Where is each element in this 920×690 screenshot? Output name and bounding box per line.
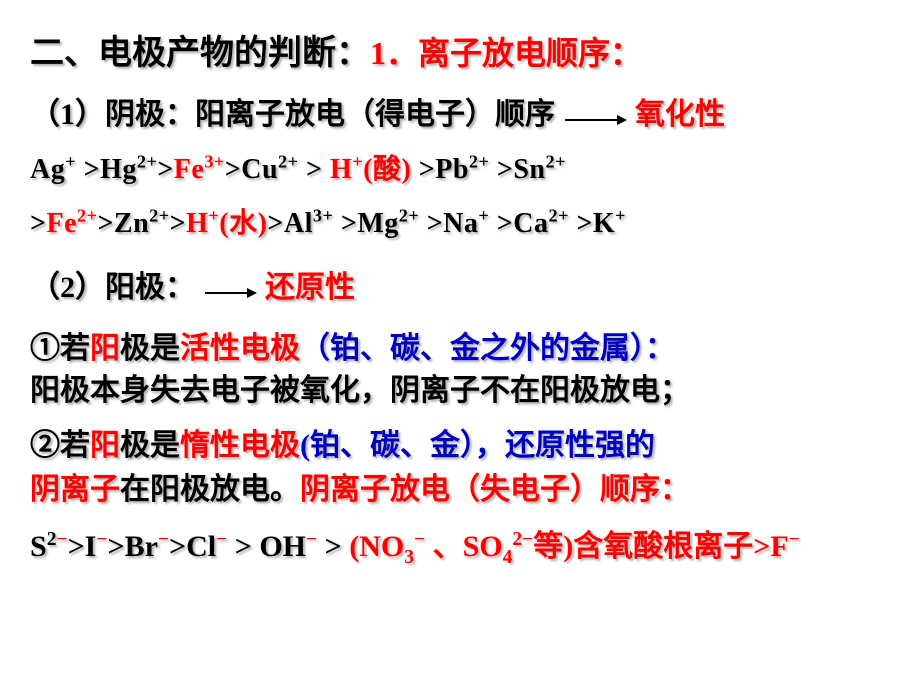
t: 阳 — [90, 332, 120, 365]
sup: 2+ — [469, 152, 489, 172]
s: 2 — [47, 529, 57, 550]
sup: 2+ — [77, 206, 97, 226]
t: 阳极本身失去电子被氧化，阴离子不在阳极放电； — [30, 374, 690, 407]
t: > — [170, 208, 186, 239]
anode-label: （2）阳极： — [30, 271, 195, 304]
anode-property: 还原性 — [265, 271, 355, 304]
sup: 3+ — [313, 206, 333, 226]
c: − — [216, 529, 227, 550]
sup: 2+ — [399, 206, 419, 226]
cathode-header: （1）阴极：阳离子放电（得电子）顺序 氧化性 — [30, 92, 890, 137]
water: (水) — [219, 208, 267, 239]
cathode-property: 氧化性 — [635, 98, 725, 131]
sub: 3 — [404, 547, 414, 568]
arrow-icon — [205, 292, 255, 294]
sup: + — [65, 152, 76, 172]
anode-rule-2: ②若阳极是惰性电极(铂、碳、金），还原性强的 阴离子在阳极放电。阴离子放电（失电… — [30, 424, 890, 511]
sup: 2+ — [548, 206, 568, 226]
sup: 3+ — [204, 152, 224, 172]
t: > — [30, 208, 46, 239]
cathode-label: （1）阴极：阳离子放电（得电子）顺序 — [30, 98, 555, 131]
arrow-icon — [565, 119, 625, 121]
anode-header: （2）阳极： 还原性 — [30, 265, 890, 310]
t: 活性电极 — [180, 332, 300, 365]
title-sub: 1．离子放电顺序： — [370, 28, 642, 74]
section-title: 二、电极产物的判断： 1．离子放电顺序： — [30, 25, 890, 74]
t: >Na — [419, 208, 478, 239]
t: 等)含氧酸根离子>F — [533, 530, 788, 563]
t: 阴离子 — [30, 473, 120, 506]
t: >Ca — [489, 208, 548, 239]
c: − — [158, 529, 169, 550]
t: Ag — [30, 154, 65, 185]
t: 阴离子放电（失电子）顺序： — [300, 473, 690, 506]
c: − — [306, 529, 317, 550]
sup: + — [615, 206, 626, 226]
fe2: Fe — [46, 208, 77, 239]
sup: 2+ — [137, 152, 157, 172]
t: > — [317, 530, 349, 563]
t: >Zn — [97, 208, 149, 239]
t: 在阳极放电。 — [120, 473, 300, 506]
sup: 2+ — [278, 152, 298, 172]
s: 2− — [512, 529, 533, 550]
c: − — [56, 529, 67, 550]
t: >Cl — [169, 530, 216, 563]
t: S — [30, 530, 47, 563]
t: > OH — [227, 530, 306, 563]
anode-rule-1: ①若阳极是活性电极（铂、碳、金之外的金属）： 阳极本身失去电子被氧化，阴离子不在… — [30, 328, 890, 412]
sub: 4 — [503, 547, 513, 568]
c: − — [96, 529, 107, 550]
acid: (酸) — [363, 154, 411, 185]
t: ①若 — [30, 332, 90, 365]
c: − — [414, 529, 425, 550]
t: >Sn — [489, 154, 545, 185]
t: > — [299, 154, 330, 185]
sup: 2+ — [149, 206, 169, 226]
t: >K — [569, 208, 615, 239]
t: 、SO — [425, 530, 503, 563]
t: >I — [68, 530, 97, 563]
cation-seq-1: Ag+ >Hg2+>Fe3+>Cu2+ > H+(酸) >Pb2+ >Sn2+ — [30, 149, 890, 191]
t: >Pb — [411, 154, 469, 185]
cation-seq-2: >Fe2+>Zn2+>H+(水)>Al3+ >Mg2+ >Na+ >Ca2+ >… — [30, 203, 890, 245]
h-water: H — [186, 208, 208, 239]
sup: + — [352, 152, 363, 172]
t: >Hg — [76, 154, 137, 185]
t: >Mg — [333, 208, 398, 239]
t: ②若 — [30, 429, 90, 462]
t: 惰性电极 — [180, 429, 300, 462]
t: >Al — [267, 208, 312, 239]
c: − — [789, 529, 800, 550]
h-acid: H — [330, 154, 352, 185]
t: (NO — [349, 530, 404, 563]
t: 阳 — [90, 429, 120, 462]
title-main: 二、电极产物的判断： — [30, 25, 370, 74]
t: >Br — [107, 530, 157, 563]
anion-seq: S2−>I−>Br−>Cl− > OH− > (NO3− 、SO42−等)含氧酸… — [30, 523, 890, 571]
sup: + — [478, 206, 489, 226]
t: （铂、碳、金之外的金属）： — [300, 332, 675, 365]
sup: + — [208, 206, 219, 226]
t: > — [157, 154, 173, 185]
sup: 2+ — [546, 152, 566, 172]
fe3: Fe — [174, 154, 205, 185]
t: (铂、碳、金），还原性强的 — [300, 429, 655, 462]
t: 极是 — [120, 429, 180, 462]
t: >Cu — [225, 154, 278, 185]
t: 极是 — [120, 332, 180, 365]
